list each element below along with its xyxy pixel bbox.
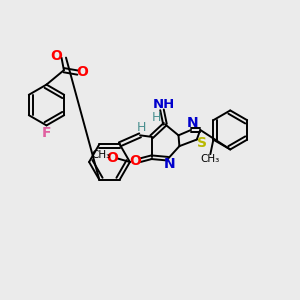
Text: NH: NH <box>152 98 175 111</box>
Text: H: H <box>136 121 146 134</box>
Text: O: O <box>106 151 118 165</box>
Text: N: N <box>164 157 175 170</box>
Text: H: H <box>152 111 161 124</box>
Text: O: O <box>50 49 62 63</box>
Text: CH₃: CH₃ <box>200 154 219 164</box>
Text: CH₃: CH₃ <box>92 150 111 160</box>
Text: N: N <box>187 116 198 130</box>
Text: O: O <box>76 65 88 79</box>
Text: S: S <box>196 136 207 150</box>
Text: O: O <box>129 154 141 168</box>
Text: F: F <box>42 126 51 140</box>
